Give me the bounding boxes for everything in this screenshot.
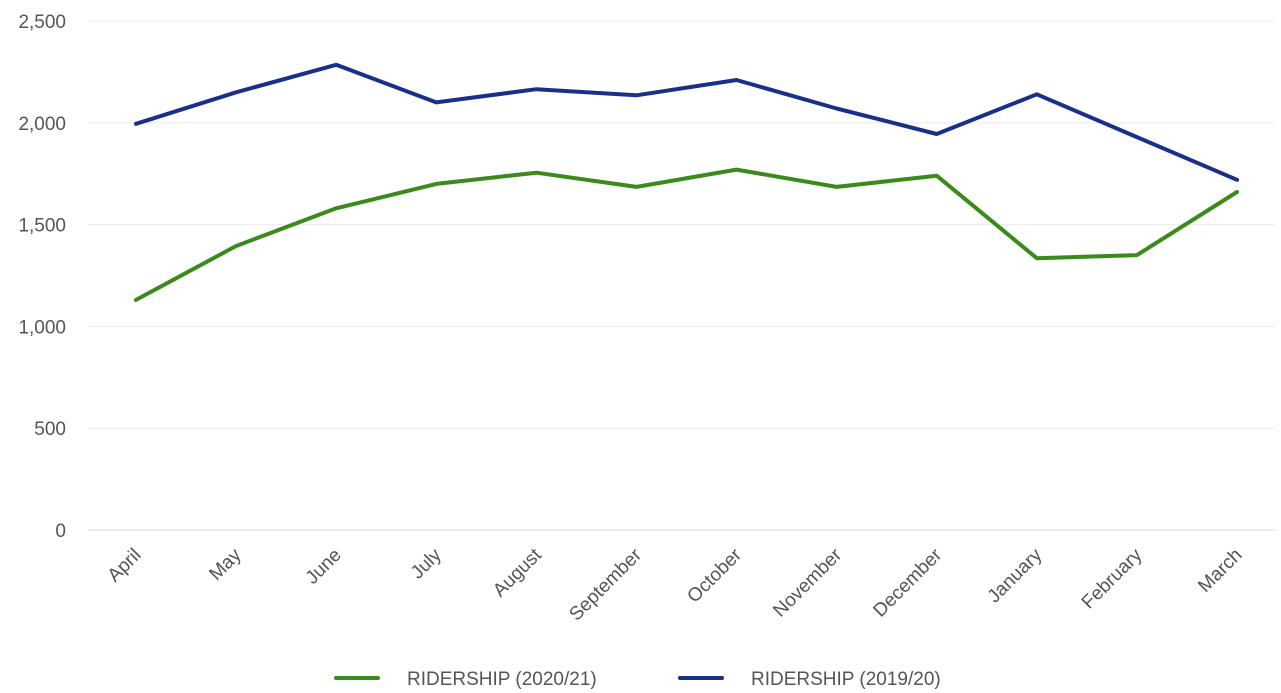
legend-label: RIDERSHIP (2020/21) [407, 669, 597, 690]
x-tick-label: October [683, 544, 746, 607]
y-tick-label: 1,500 [18, 216, 66, 237]
x-tick-label: June [302, 545, 346, 589]
x-tick-label: August [489, 544, 546, 601]
x-tick-label: September [565, 544, 646, 625]
x-axis: April May June July August September October No… [104, 544, 1247, 625]
gridlines [88, 20, 1275, 531]
y-tick-label: 0 [55, 521, 66, 542]
y-axis: 0 500 1,000 1,500 2,000 2,500 [18, 12, 66, 542]
y-tick-label: 2,500 [18, 12, 66, 33]
series-lines [134, 62, 1239, 302]
x-tick-label: March [1194, 545, 1246, 597]
x-tick-label: April [104, 545, 146, 587]
y-tick-label: 500 [34, 419, 66, 440]
series-line-2 [134, 62, 1239, 182]
x-tick-label: November [769, 544, 846, 621]
series-line-1 [134, 167, 1239, 302]
legend: RIDERSHIP (2020/21) RIDERSHIP (2019/20) [334, 669, 941, 690]
x-tick-label: July [407, 544, 446, 583]
x-tick-label: December [869, 544, 946, 621]
x-tick-label: January [984, 544, 1047, 607]
x-tick-label: February [1078, 544, 1147, 613]
y-tick-label: 2,000 [18, 114, 66, 135]
legend-label: RIDERSHIP (2019/20) [751, 669, 941, 690]
x-tick-label: May [205, 544, 246, 585]
y-tick-label: 1,000 [18, 317, 66, 338]
